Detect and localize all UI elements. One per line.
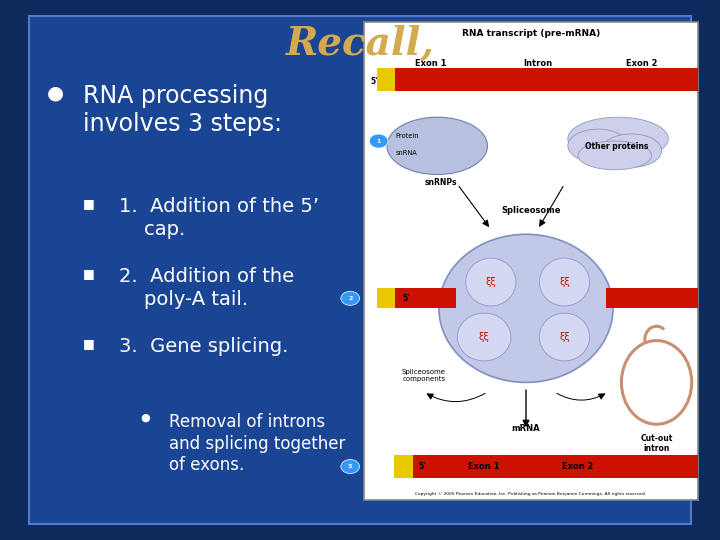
FancyBboxPatch shape bbox=[377, 68, 395, 91]
Text: 2: 2 bbox=[348, 296, 352, 301]
Circle shape bbox=[369, 134, 388, 148]
Text: ●: ● bbox=[140, 413, 150, 423]
Text: Exon 2: Exon 2 bbox=[626, 59, 657, 68]
Text: 5': 5' bbox=[402, 294, 410, 303]
Text: Other proteins: Other proteins bbox=[585, 143, 648, 151]
Text: 5': 5' bbox=[419, 462, 426, 471]
FancyBboxPatch shape bbox=[377, 288, 395, 308]
Ellipse shape bbox=[601, 134, 662, 167]
Text: RNA transcript (pre-mRNA): RNA transcript (pre-mRNA) bbox=[462, 29, 600, 38]
Text: ξξ: ξξ bbox=[559, 277, 570, 287]
Text: 2.  Addition of the
    poly-A tail.: 2. Addition of the poly-A tail. bbox=[119, 267, 294, 309]
Circle shape bbox=[341, 291, 359, 305]
FancyBboxPatch shape bbox=[394, 455, 698, 478]
Ellipse shape bbox=[578, 141, 652, 170]
Ellipse shape bbox=[466, 258, 516, 306]
Text: 5': 5' bbox=[370, 77, 378, 86]
FancyBboxPatch shape bbox=[29, 16, 691, 524]
Text: Recall,: Recall, bbox=[286, 24, 434, 62]
Ellipse shape bbox=[539, 313, 590, 361]
Text: ■: ■ bbox=[83, 197, 94, 210]
Text: ξξ: ξξ bbox=[485, 277, 496, 287]
FancyBboxPatch shape bbox=[377, 288, 456, 308]
Text: Exon 1: Exon 1 bbox=[469, 462, 500, 471]
Ellipse shape bbox=[439, 234, 613, 382]
FancyBboxPatch shape bbox=[606, 288, 698, 308]
Text: 1.  Addition of the 5’
    cap.: 1. Addition of the 5’ cap. bbox=[119, 197, 319, 239]
Text: Spliceosome
components: Spliceosome components bbox=[402, 369, 446, 382]
Text: RNA processing
involves 3 steps:: RNA processing involves 3 steps: bbox=[83, 84, 282, 137]
Ellipse shape bbox=[539, 258, 590, 306]
Text: snRNA: snRNA bbox=[395, 150, 417, 156]
Text: snRNPs: snRNPs bbox=[424, 178, 457, 187]
Text: Exon 1: Exon 1 bbox=[415, 59, 446, 68]
Text: Copyright © 2005 Pearson Education, Inc. Publishing as Pearson Benjamin Cummings: Copyright © 2005 Pearson Education, Inc.… bbox=[415, 492, 647, 496]
Text: Intron: Intron bbox=[523, 59, 552, 68]
Text: Exon 2: Exon 2 bbox=[562, 462, 593, 471]
Ellipse shape bbox=[568, 117, 668, 160]
Text: Cut-out
intron: Cut-out intron bbox=[640, 434, 672, 453]
Text: 1: 1 bbox=[377, 139, 381, 144]
Text: ξξ: ξξ bbox=[479, 332, 490, 342]
Text: Protein: Protein bbox=[395, 133, 419, 139]
Text: ■: ■ bbox=[83, 267, 94, 280]
Text: 3.  Gene splicing.: 3. Gene splicing. bbox=[119, 338, 288, 356]
Text: mRNA: mRNA bbox=[512, 424, 540, 433]
FancyBboxPatch shape bbox=[377, 68, 698, 91]
Circle shape bbox=[341, 460, 359, 474]
Ellipse shape bbox=[568, 129, 628, 163]
Ellipse shape bbox=[457, 313, 511, 361]
Text: ■: ■ bbox=[83, 338, 94, 350]
Text: ξξ: ξξ bbox=[559, 332, 570, 342]
Ellipse shape bbox=[387, 117, 487, 174]
FancyBboxPatch shape bbox=[364, 22, 698, 500]
Text: Spliceosome: Spliceosome bbox=[501, 206, 561, 214]
FancyBboxPatch shape bbox=[394, 455, 413, 478]
Text: ●: ● bbox=[47, 84, 64, 103]
Text: 3: 3 bbox=[348, 464, 352, 469]
Text: Removal of introns
and splicing together
of exons.: Removal of introns and splicing together… bbox=[169, 413, 346, 474]
